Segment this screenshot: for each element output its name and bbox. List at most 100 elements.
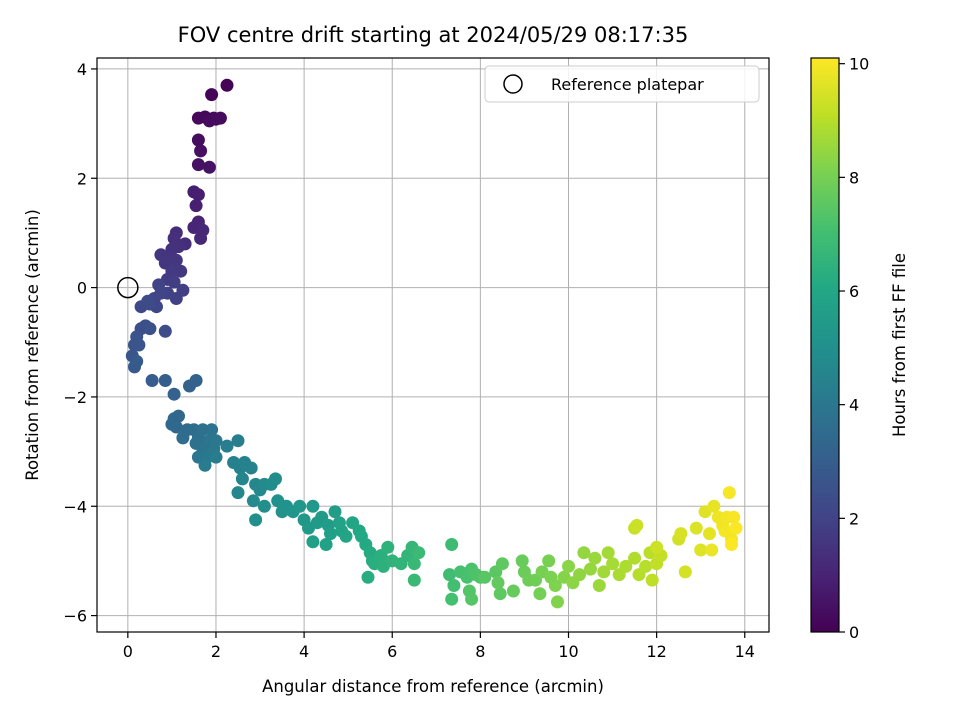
scatter-point <box>601 546 615 560</box>
x-tick-label: 6 <box>387 642 397 661</box>
scatter-point <box>493 587 507 601</box>
scatter-point <box>257 499 271 513</box>
colorbar-tick-label: 8 <box>849 168 859 187</box>
scatter-point <box>478 570 492 584</box>
x-tick-label: 12 <box>646 642 666 661</box>
scatter-point <box>205 423 219 437</box>
x-axis-label: Angular distance from reference (arcmin) <box>262 677 604 696</box>
scatter-point <box>189 199 203 213</box>
scatter-point <box>597 565 611 579</box>
scatter-point <box>275 505 289 519</box>
scatter-point <box>542 554 556 568</box>
y-tick-label: 2 <box>77 169 87 188</box>
scatter-point <box>639 559 653 573</box>
scatter-point <box>548 579 562 592</box>
scatter-point <box>194 144 208 158</box>
scatter-point <box>361 570 375 584</box>
scatter-point <box>506 584 520 598</box>
scatter-point <box>729 521 743 535</box>
scatter-point <box>495 557 509 571</box>
scatter-point <box>231 434 245 448</box>
scatter-point <box>143 322 157 336</box>
y-tick-label: 4 <box>77 60 87 79</box>
x-tick-label: 8 <box>475 642 485 661</box>
scatter-point <box>202 160 216 174</box>
scatter-point <box>725 538 738 551</box>
scatter-point <box>319 538 333 551</box>
colorbar-ticks: 0 2 4 6 8 10 <box>839 55 869 642</box>
scatter-point <box>220 78 234 92</box>
colorbar-tick-label: 6 <box>849 282 859 301</box>
legend-marker <box>503 74 523 94</box>
scatter-point <box>167 387 181 401</box>
scatter-point <box>306 535 320 549</box>
scatter-point <box>202 114 216 128</box>
y-axis-label: Rotation from reference (arcmin) <box>23 209 42 481</box>
scatter-point <box>141 294 155 308</box>
scatter-point <box>269 472 282 486</box>
colorbar-label: Hours from first FF file <box>890 253 909 437</box>
scatter-point <box>169 420 183 434</box>
scatter-point <box>209 450 223 464</box>
reference-platepar-marker <box>117 276 139 299</box>
scatter-point <box>158 374 172 387</box>
scatter-point <box>189 374 203 387</box>
x-tick-label: 14 <box>735 642 755 661</box>
scatter-point <box>145 374 159 387</box>
scatter-point <box>584 562 597 576</box>
scatter-point <box>445 592 459 606</box>
scatter-point <box>577 546 591 560</box>
scatter-point <box>447 579 461 592</box>
colorbar-tick-label: 0 <box>849 623 859 642</box>
scatter-point <box>132 338 146 352</box>
scatter-point <box>205 88 219 102</box>
colorbar-tick-label: 2 <box>849 509 859 528</box>
scatter-point <box>231 486 245 500</box>
scatter-point <box>407 573 421 587</box>
scatter-point <box>592 579 606 592</box>
scatter-point <box>465 592 479 606</box>
scatter-point <box>562 559 575 573</box>
legend-entry-label: Reference platepar <box>551 75 704 94</box>
legend: Reference platepar <box>484 65 760 103</box>
colorbar-tick-label: 10 <box>849 55 869 74</box>
scatter-point <box>630 518 644 532</box>
legend-box <box>484 65 760 103</box>
colorbar-gradient <box>810 57 840 633</box>
plot-frame <box>96 57 770 633</box>
scatter-point <box>213 111 227 125</box>
y-tick-label: −4 <box>63 497 87 516</box>
scatter-point <box>128 360 141 374</box>
scatter-point <box>194 231 208 245</box>
y-tick-label: 0 <box>77 279 87 298</box>
scatter-point <box>293 499 307 513</box>
scatter-point <box>628 551 642 565</box>
chart-title: FOV centre drift starting at 2024/05/29 … <box>178 23 689 47</box>
scatter-point <box>707 499 721 513</box>
scatter-point <box>619 559 633 573</box>
scatter-point <box>722 486 736 500</box>
x-tick-label: 0 <box>123 642 133 661</box>
scatter-point <box>606 557 620 571</box>
scatter-point <box>324 527 337 541</box>
scatter-point <box>491 576 505 590</box>
y-axis-ticks: −6 −4 −2 0 2 4 <box>63 60 97 626</box>
scatter-point <box>727 510 741 524</box>
scatter-point <box>705 543 719 557</box>
scatter-point <box>220 439 234 453</box>
scatter-point <box>176 431 190 445</box>
scatter-point <box>169 253 183 267</box>
scatter-point <box>191 188 205 202</box>
scatter-point <box>412 546 426 560</box>
scatter-point <box>445 538 459 551</box>
scatter-point <box>694 543 708 557</box>
scatter-point <box>235 472 249 486</box>
scatter-point <box>328 505 342 519</box>
scatter-point <box>650 540 664 554</box>
y-tick-label: −6 <box>63 607 87 626</box>
colorbar: 0 2 4 6 8 10 Hours from first FF file <box>810 55 909 642</box>
scatter-point <box>645 573 659 587</box>
scatter-point <box>191 158 205 172</box>
scatter-point <box>158 324 172 338</box>
